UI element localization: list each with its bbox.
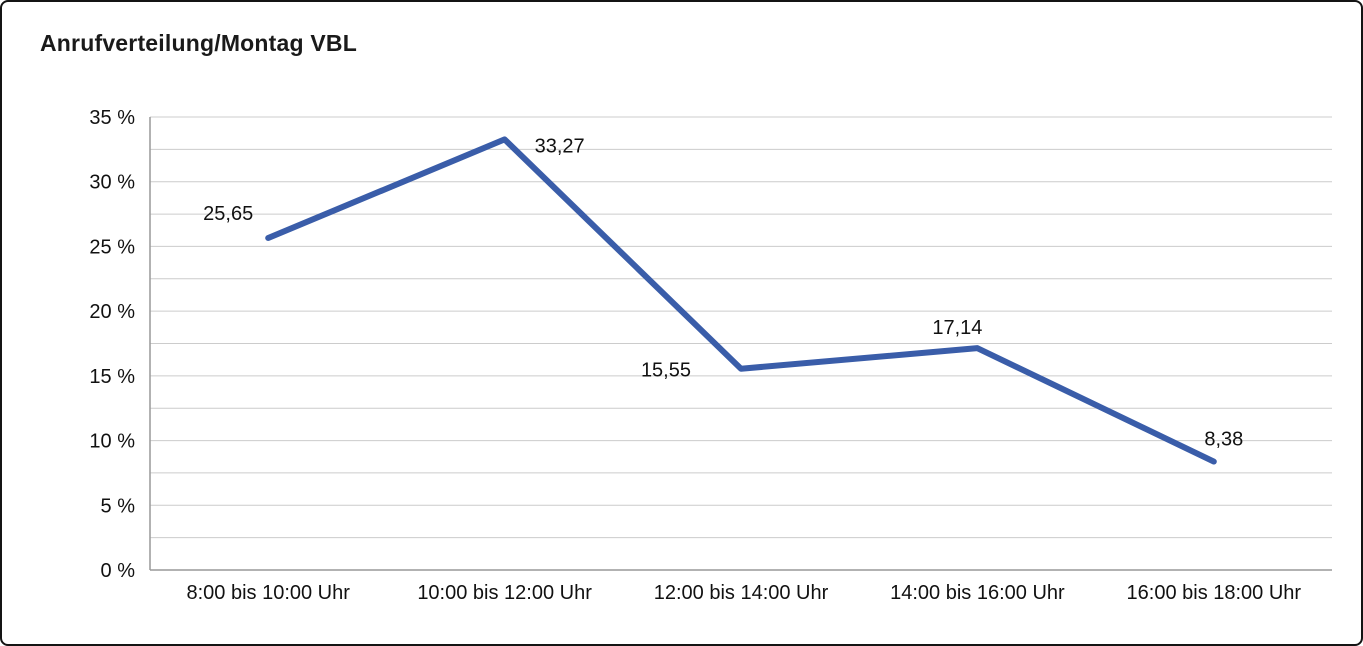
y-tick-label: 0 % — [101, 560, 136, 582]
x-tick-label: 8:00 bis 10:00 Uhr — [186, 582, 350, 604]
data-label: 8,38 — [1204, 429, 1243, 451]
line-chart: 0 % 5 % 10 % 15 % 20 % 25 % 30 % 35 % 8:00 bis 1… — [89, 107, 1332, 604]
x-tick-label: 12:00 bis 14:00 Uhr — [654, 582, 829, 604]
data-label: 15,55 — [641, 360, 691, 382]
chart-title: Anrufverteilung/Montag VBL — [40, 30, 357, 56]
y-tick-label: 20 % — [89, 301, 135, 323]
y-tick-label: 30 % — [89, 172, 135, 194]
x-tick-label: 14:00 bis 16:00 Uhr — [890, 582, 1065, 604]
data-label: 25,65 — [203, 203, 253, 225]
data-label: 17,14 — [932, 317, 982, 339]
y-tick-label: 35 % — [89, 107, 135, 129]
data-label: 33,27 — [535, 135, 585, 157]
y-tick-label: 15 % — [89, 366, 135, 388]
y-tick-label: 25 % — [89, 236, 135, 258]
y-tick-label: 10 % — [89, 431, 135, 453]
x-tick-label: 10:00 bis 12:00 Uhr — [417, 582, 592, 604]
x-tick-label: 16:00 bis 18:00 Uhr — [1127, 582, 1302, 604]
data-line — [265, 136, 1217, 465]
y-tick-label: 5 % — [101, 495, 136, 517]
